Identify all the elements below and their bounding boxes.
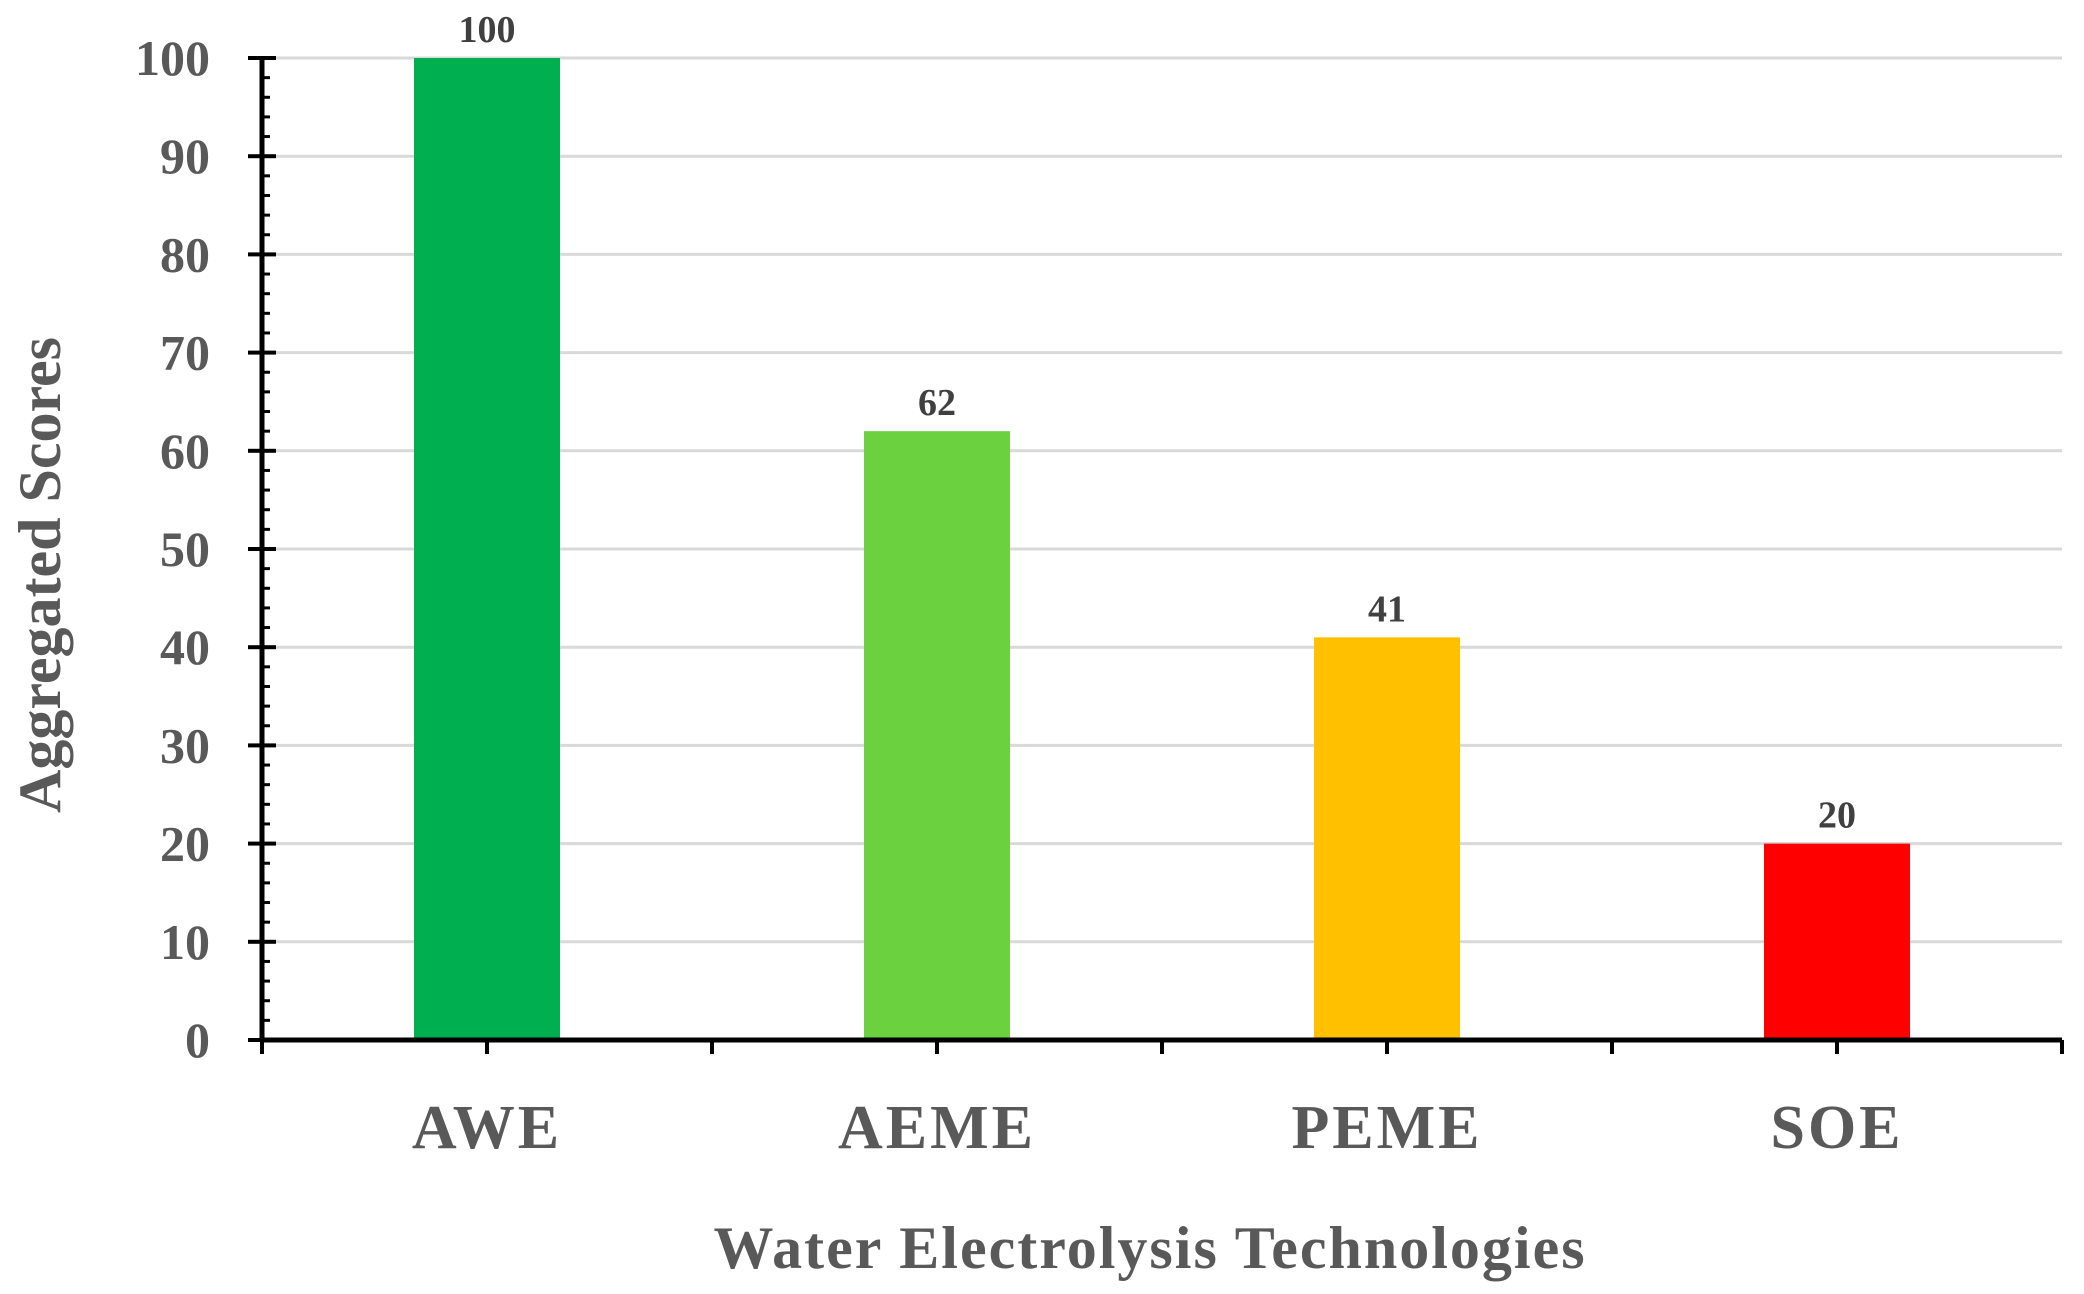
bar-awe <box>414 58 560 1040</box>
bars <box>414 58 1910 1040</box>
y-tick-label: 30 <box>160 717 210 773</box>
axes <box>248 56 2064 1054</box>
bar-peme <box>1314 637 1460 1040</box>
gridlines <box>262 56 2062 944</box>
y-tick-label: 90 <box>160 128 210 184</box>
y-tick-label: 80 <box>160 226 210 282</box>
data-label: 41 <box>1368 588 1406 630</box>
y-tick-label: 10 <box>160 914 210 970</box>
y-tick-label: 20 <box>160 816 210 872</box>
x-axis-title: Water Electrolysis Technologies <box>713 1215 1586 1281</box>
x-tick-label: SOE <box>1770 1094 1903 1162</box>
x-tick-label: PEME <box>1291 1094 1482 1162</box>
y-axis-title: Aggregated Scores <box>7 337 73 813</box>
data-labels: 100 62 41 20 <box>459 9 1857 837</box>
x-tick-label: AEME <box>838 1094 1036 1162</box>
y-tick-label: 40 <box>160 619 210 675</box>
data-label: 100 <box>459 9 516 51</box>
y-tick-label: 50 <box>160 521 210 577</box>
x-tick-labels: AWE AEME PEME SOE <box>412 1094 1903 1162</box>
data-label: 20 <box>1818 795 1856 837</box>
data-label: 62 <box>918 382 956 424</box>
y-tick-label: 60 <box>160 423 210 479</box>
y-tick-label: 0 <box>185 1012 210 1068</box>
y-tick-label: 100 <box>135 30 210 86</box>
bar-aeme <box>864 431 1010 1040</box>
y-tick-labels: 0 10 20 30 40 50 60 70 80 90 100 <box>135 30 210 1068</box>
bar-soe <box>1764 843 1910 1040</box>
x-tick-label: AWE <box>412 1094 562 1162</box>
y-tick-label: 70 <box>160 325 210 381</box>
